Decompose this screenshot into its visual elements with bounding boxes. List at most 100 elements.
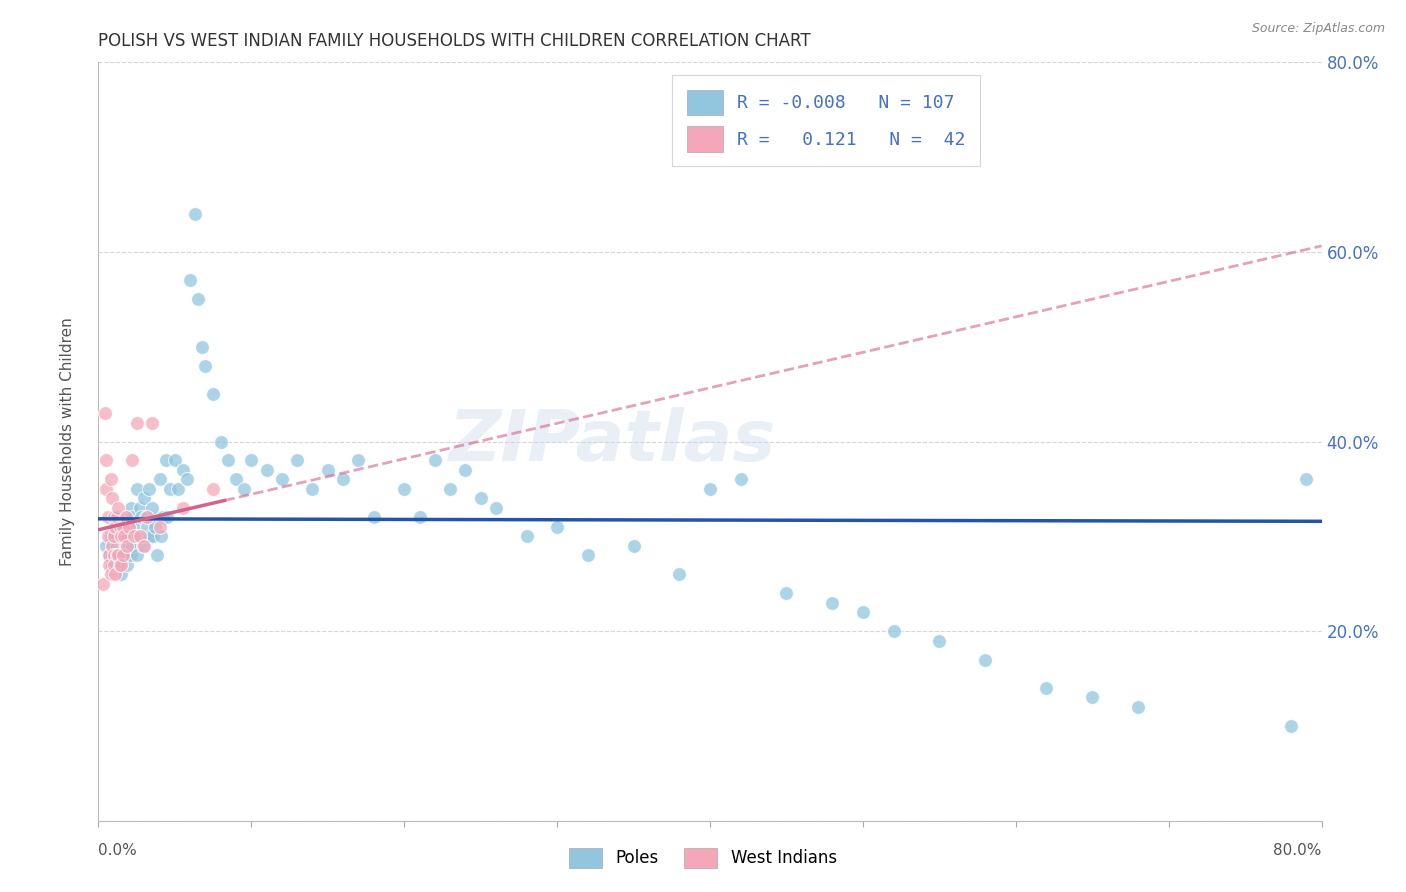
- Point: [167, 482, 190, 496]
- Point: [141, 416, 163, 430]
- Point: [121, 453, 143, 467]
- Point: [134, 529, 156, 543]
- Point: [111, 548, 134, 563]
- Point: [110, 529, 132, 543]
- Legend: R = -0.008   N = 107, R =   0.121   N =  42: R = -0.008 N = 107, R = 0.121 N = 42: [672, 75, 980, 166]
- Point: [110, 558, 132, 572]
- Point: [105, 520, 128, 534]
- Point: [142, 529, 165, 543]
- Point: [184, 207, 207, 221]
- Point: [454, 463, 477, 477]
- Point: [97, 529, 120, 543]
- Point: [156, 510, 179, 524]
- Point: [122, 520, 145, 534]
- Point: [138, 482, 160, 496]
- Point: [103, 548, 125, 563]
- Point: [117, 558, 139, 572]
- Text: 80.0%: 80.0%: [1274, 843, 1322, 858]
- Point: [107, 510, 129, 524]
- Point: [1081, 690, 1104, 705]
- Point: [439, 482, 461, 496]
- Point: [136, 520, 159, 534]
- Point: [301, 482, 323, 496]
- Point: [928, 633, 950, 648]
- Point: [136, 510, 159, 524]
- Text: POLISH VS WEST INDIAN FAMILY HOUSEHOLDS WITH CHILDREN CORRELATION CHART: POLISH VS WEST INDIAN FAMILY HOUSEHOLDS …: [98, 32, 811, 50]
- Point: [668, 567, 690, 582]
- Point: [125, 482, 148, 496]
- Point: [108, 529, 131, 543]
- Point: [129, 510, 152, 524]
- Point: [115, 548, 138, 563]
- Point: [232, 482, 254, 496]
- Point: [105, 539, 128, 553]
- Point: [883, 624, 905, 639]
- Point: [101, 558, 124, 572]
- Point: [576, 548, 599, 563]
- Point: [194, 359, 217, 373]
- Point: [107, 500, 129, 515]
- Point: [125, 548, 148, 563]
- Point: [111, 510, 134, 524]
- Point: [127, 529, 149, 543]
- Point: [120, 548, 142, 563]
- Point: [110, 529, 132, 543]
- Point: [134, 539, 156, 553]
- Point: [100, 529, 122, 543]
- Point: [316, 463, 339, 477]
- Legend: Poles, West Indians: Poles, West Indians: [562, 841, 844, 875]
- Point: [111, 548, 134, 563]
- Point: [821, 596, 844, 610]
- Point: [122, 529, 145, 543]
- Point: [699, 482, 721, 496]
- Point: [155, 453, 177, 467]
- Point: [152, 510, 174, 524]
- Point: [852, 605, 875, 619]
- Point: [217, 453, 239, 467]
- Point: [107, 548, 129, 563]
- Point: [347, 453, 370, 467]
- Point: [149, 473, 172, 487]
- Point: [98, 548, 121, 563]
- Point: [191, 340, 214, 354]
- Point: [1035, 681, 1057, 695]
- Point: [139, 529, 162, 543]
- Point: [270, 473, 292, 487]
- Point: [163, 453, 186, 467]
- Point: [118, 520, 141, 534]
- Point: [179, 273, 201, 287]
- Point: [256, 463, 278, 477]
- Point: [128, 529, 150, 543]
- Point: [1128, 699, 1150, 714]
- Point: [470, 491, 492, 506]
- Point: [974, 652, 997, 666]
- Point: [91, 576, 114, 591]
- Point: [104, 567, 127, 582]
- Point: [125, 416, 148, 430]
- Point: [103, 548, 125, 563]
- Point: [107, 548, 129, 563]
- Point: [105, 510, 128, 524]
- Point: [132, 539, 155, 553]
- Point: [1295, 473, 1317, 487]
- Point: [101, 491, 124, 506]
- Point: [121, 539, 143, 553]
- Point: [103, 520, 125, 534]
- Point: [150, 529, 173, 543]
- Point: [124, 529, 146, 543]
- Point: [111, 529, 134, 543]
- Point: [100, 473, 122, 487]
- Point: [103, 558, 125, 572]
- Point: [98, 548, 121, 563]
- Point: [240, 453, 263, 467]
- Point: [103, 558, 125, 572]
- Point: [392, 482, 416, 496]
- Point: [187, 293, 209, 307]
- Point: [120, 500, 142, 515]
- Point: [104, 520, 127, 534]
- Point: [94, 482, 117, 496]
- Point: [112, 539, 135, 553]
- Point: [546, 520, 568, 534]
- Point: [285, 453, 308, 467]
- Point: [135, 510, 157, 524]
